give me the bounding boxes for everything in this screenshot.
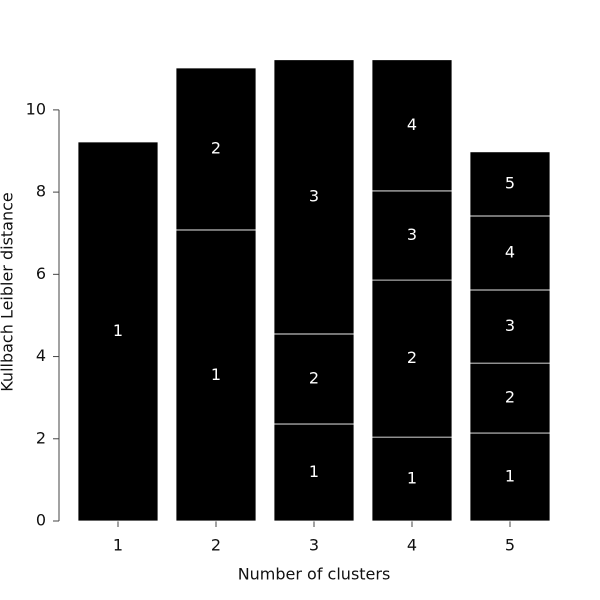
bar-segment	[469, 362, 551, 434]
segment-label: 1	[113, 321, 123, 340]
bar-segment	[469, 432, 551, 522]
x-tick-label: 2	[211, 536, 221, 555]
bar-segment	[273, 59, 355, 335]
bar-segment	[273, 333, 355, 425]
x-tick-label: 1	[113, 536, 123, 555]
y-tick-label: 8	[36, 182, 46, 201]
segment-label: 1	[505, 467, 515, 486]
y-tick-label: 10	[26, 99, 46, 118]
bar-segment	[273, 423, 355, 522]
x-tick-label: 4	[407, 536, 417, 555]
segment-label: 4	[505, 242, 515, 261]
x-tick-label: 3	[309, 536, 319, 555]
segment-label: 1	[309, 462, 319, 481]
y-tick-label: 2	[36, 428, 46, 447]
bar-segment	[175, 229, 257, 522]
segment-label: 2	[309, 368, 319, 387]
segment-label: 3	[505, 316, 515, 335]
bar-segment	[371, 436, 453, 522]
segment-label: 3	[309, 186, 319, 205]
x-tick-label: 5	[505, 536, 515, 555]
segment-label: 1	[407, 469, 417, 488]
segment-label: 1	[211, 365, 221, 384]
y-tick-label: 0	[36, 511, 46, 530]
bar-segment	[371, 59, 453, 192]
y-axis-label: Kullbach Leibler distance	[0, 192, 17, 392]
segment-label: 2	[407, 348, 417, 367]
bar-segment	[175, 67, 257, 231]
bar-segment	[469, 215, 551, 291]
bar-segment	[469, 289, 551, 364]
segment-label: 4	[407, 115, 417, 134]
x-axis-label: Number of clusters	[238, 565, 391, 584]
bar-segment	[469, 151, 551, 217]
segment-label: 5	[505, 173, 515, 192]
segment-label: 2	[505, 388, 515, 407]
y-tick-label: 6	[36, 264, 46, 283]
y-tick-label: 4	[36, 346, 46, 365]
bar-segment	[371, 190, 453, 281]
segment-label: 3	[407, 225, 417, 244]
segment-label: 2	[211, 138, 221, 157]
bar-segment	[371, 279, 453, 438]
bar-segment	[77, 141, 159, 522]
